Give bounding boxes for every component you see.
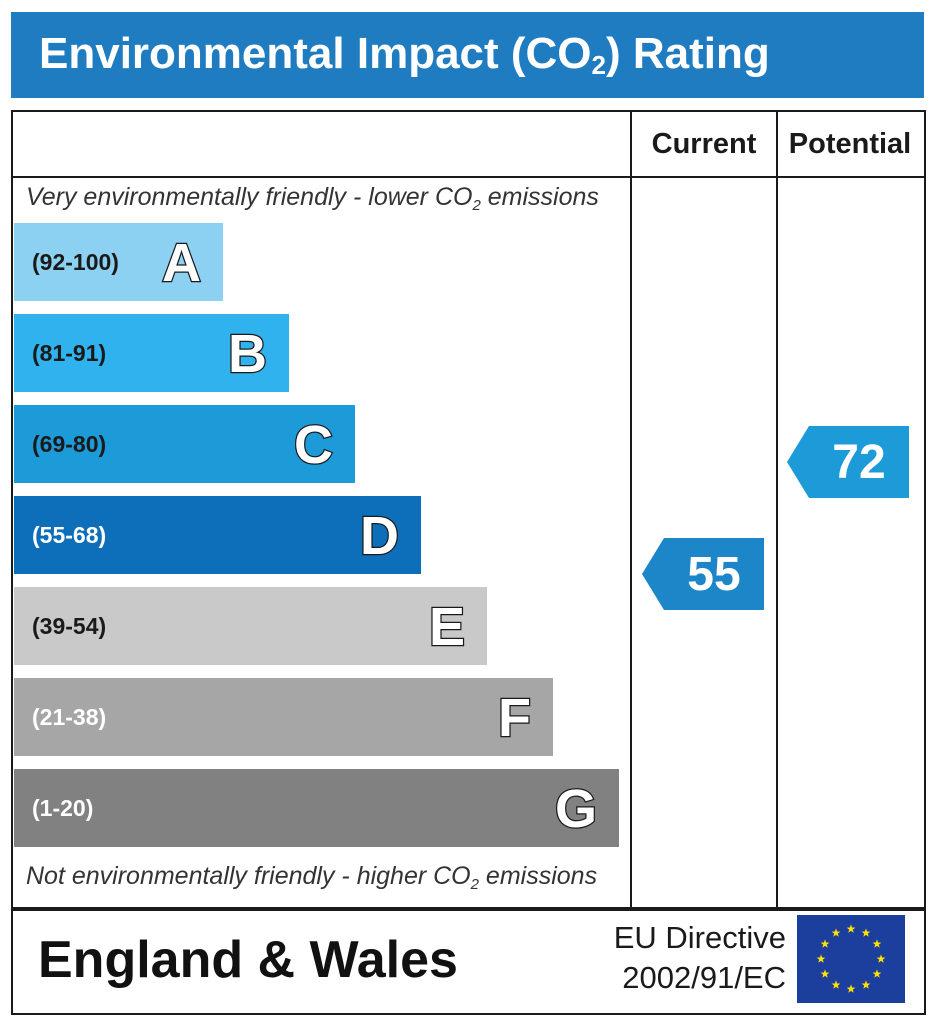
band-range-label: (69-80) xyxy=(32,431,107,457)
band-letter: D xyxy=(359,505,401,568)
band-g: (1-20) G xyxy=(14,769,619,847)
header-divider xyxy=(11,176,926,178)
eu-star-icon xyxy=(872,939,882,948)
eu-star-icon xyxy=(820,939,830,948)
band-range-label: (81-91) xyxy=(32,340,107,366)
band-e: (39-54) E xyxy=(14,587,487,665)
eu-star-icon xyxy=(872,969,882,978)
eu-flag-icon xyxy=(797,915,905,1003)
band-range-label: (92-100) xyxy=(32,249,119,275)
band-letter: G xyxy=(554,778,599,841)
band-b: (81-91) B xyxy=(14,314,289,392)
band-letter: E xyxy=(428,596,467,659)
eu-star-icon xyxy=(861,928,871,937)
country-label: England & Wales xyxy=(38,931,458,989)
eu-star-icon xyxy=(831,980,841,989)
eu-star-icon xyxy=(876,954,886,963)
band-range-label: (1-20) xyxy=(32,795,94,821)
eu-star-icon xyxy=(831,928,841,937)
potential-rating-pointer: 72 xyxy=(787,426,909,498)
band-letter: C xyxy=(293,414,335,477)
column-header-current: Current xyxy=(651,128,757,160)
eu-star-icon xyxy=(846,984,856,993)
eu-directive-line1: EU Directive xyxy=(613,920,786,955)
band-range-label: (55-68) xyxy=(32,522,107,548)
rating-frame xyxy=(11,110,926,911)
band-d: (55-68) D xyxy=(14,496,421,574)
eu-directive: EU Directive 2002/91/EC xyxy=(588,918,786,998)
band-letter: A xyxy=(161,232,203,295)
eu-star-icon xyxy=(816,954,826,963)
band-f: (21-38) F xyxy=(14,678,553,756)
band-c: (69-80) C xyxy=(14,405,355,483)
band-range-label: (21-38) xyxy=(32,704,107,730)
eu-star-icon xyxy=(846,924,856,933)
footer-frame xyxy=(11,907,926,1015)
chart-title: Environmental Impact (CO2) Rating xyxy=(39,29,770,80)
potential-rating-value: 72 xyxy=(832,435,886,489)
divider-potential xyxy=(776,110,778,909)
band-range-label: (39-54) xyxy=(32,613,107,639)
current-pointer-shape xyxy=(642,538,764,610)
note-bottom: Not environmentally friendly - higher CO… xyxy=(26,862,598,893)
column-header-potential: Potential xyxy=(788,128,912,160)
eu-star-icon xyxy=(820,969,830,978)
note-top: Very environmentally friendly - lower CO… xyxy=(26,183,599,214)
potential-pointer-shape xyxy=(787,426,909,498)
eu-star-icon xyxy=(861,980,871,989)
band-letter: F xyxy=(497,687,533,750)
divider-current xyxy=(630,110,632,909)
current-rating-pointer: 55 xyxy=(642,538,764,610)
band-letter: B xyxy=(227,323,269,386)
current-rating-value: 55 xyxy=(687,547,741,601)
eu-directive-line2: 2002/91/EC xyxy=(622,960,786,995)
band-a: (92-100) A xyxy=(14,223,223,301)
title-bar: Environmental Impact (CO2) Rating xyxy=(11,12,924,98)
